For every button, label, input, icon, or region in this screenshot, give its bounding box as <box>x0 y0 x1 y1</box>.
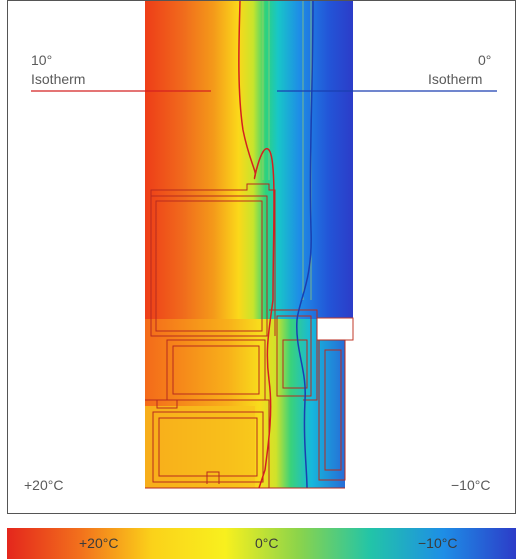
outside-temperature-label: −10°C <box>451 477 491 493</box>
scale-tick-minus10: −10°C <box>418 535 458 551</box>
scale-tick-zero: 0°C <box>255 535 279 551</box>
isotherm-0-label: Isotherm <box>428 71 483 87</box>
thermal-diagram-frame <box>7 0 516 514</box>
thermal-simulation <box>7 0 516 514</box>
isotherm-10-label: Isotherm <box>31 71 86 87</box>
isotherm-10-curve <box>238 0 275 489</box>
profile-outlines <box>145 183 346 488</box>
temperature-color-scale <box>7 528 516 559</box>
isotherm-10-value: 10° <box>31 52 53 68</box>
wall-section <box>145 1 353 319</box>
isotherm-0-value: 0° <box>478 52 492 68</box>
inside-temperature-label: +20°C <box>24 477 64 493</box>
isotherm-0-curve <box>296 0 314 489</box>
scale-tick-plus20: +20°C <box>79 535 119 551</box>
